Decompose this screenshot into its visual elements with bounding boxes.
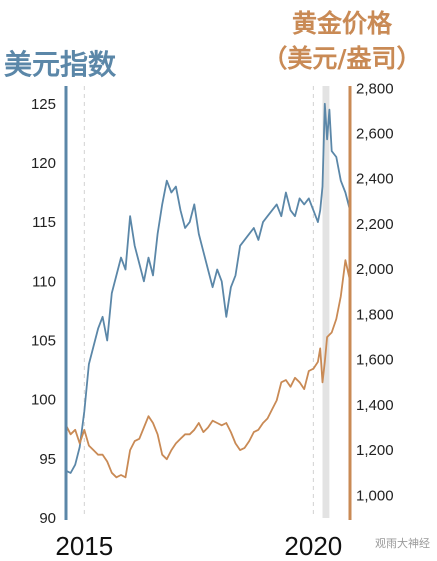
right-tick-label: 1,000 [356,487,394,504]
left-tick-label: 95 [39,451,56,468]
left-axis-ticks: 125 120 115 110 105 100 95 90 [31,96,56,527]
right-tick-label: 1,800 [356,306,394,323]
right-tick-label: 2,800 [356,80,394,97]
right-axis-title-line1: 黄金价格 [292,9,393,38]
series-lines [65,102,351,479]
gridlines [83,86,314,518]
watermark-text: 观雨大神经 [375,536,430,550]
shaded-region [322,86,330,518]
left-tick-label: 105 [31,332,56,349]
left-tick-label: 115 [32,214,56,231]
left-tick-label: 100 [31,392,56,409]
gold-price-line [65,259,351,479]
x-axis-ticks: 2015 2020 [55,531,342,561]
left-tick-label: 120 [31,155,56,172]
left-tick-label: 110 [32,273,56,290]
right-tick-label: 1,200 [356,442,394,459]
shaded-period [322,86,330,518]
left-tick-label: 90 [39,510,56,527]
x-tick-label: 2015 [55,531,113,561]
x-tick-label: 2020 [284,531,342,561]
left-tick-label: 125 [31,96,56,113]
right-tick-label: 2,200 [356,216,394,233]
right-tick-label: 2,000 [356,261,394,278]
right-axis-ticks: 2,800 2,600 2,400 2,200 2,000 1,800 1,600 1,400… [356,80,394,504]
right-axis-title-line2: （美元/盎司） [262,44,421,73]
right-tick-label: 2,400 [356,171,394,188]
left-axis-title: 美元指数 [4,48,117,81]
right-tick-label: 1,600 [356,352,394,369]
right-tick-label: 1,400 [356,397,394,414]
right-tick-label: 2,600 [356,125,394,142]
dollar-index-line [65,102,351,474]
